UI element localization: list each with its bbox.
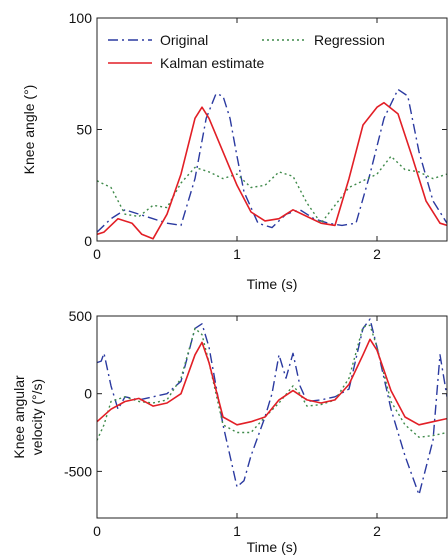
x-tick-label: 2: [373, 246, 381, 262]
x-tick-label: 1: [233, 523, 241, 539]
plot-frame: [96, 315, 448, 519]
x-axis-label: Time (s): [247, 539, 298, 555]
y-tick-label: 50: [76, 122, 92, 138]
chart-panel-1: 0 1 2 0 50 100 Time (s) Knee angle (°) Original R…: [21, 10, 448, 292]
series-line-kalman-estimate: [97, 101, 447, 240]
x-tick-label: 2: [373, 523, 381, 539]
y-tick-label: 500: [69, 308, 93, 324]
y-tick-label: -500: [64, 463, 92, 479]
y-tick-label: 0: [84, 386, 92, 402]
x-axis-label: Time (s): [247, 276, 298, 292]
chart-panel-2: 0 1 2 -500 0 500 Time (s) Knee angular velocity …: [11, 308, 448, 555]
series-group: [97, 88, 447, 240]
series-line-kalman-estimate: [97, 338, 447, 426]
series-line-regression: [97, 155, 447, 224]
y-axis-label: Knee angular velocity (°/s): [11, 375, 45, 459]
x-tick-label: 0: [93, 246, 101, 262]
y-axis-label: Knee angle (°): [21, 85, 37, 175]
legend: Original Regression Kalman estimate: [108, 32, 385, 71]
legend-label: Original: [160, 32, 208, 48]
x-tick-label: 0: [93, 523, 101, 539]
y-tick-label: 100: [69, 10, 93, 26]
legend-label: Kalman estimate: [160, 55, 264, 71]
series-group: [97, 318, 447, 496]
y-tick-label: 0: [84, 233, 92, 249]
x-tick-label: 1: [233, 246, 241, 262]
legend-label: Regression: [314, 32, 385, 48]
plot-frame: [96, 17, 448, 242]
